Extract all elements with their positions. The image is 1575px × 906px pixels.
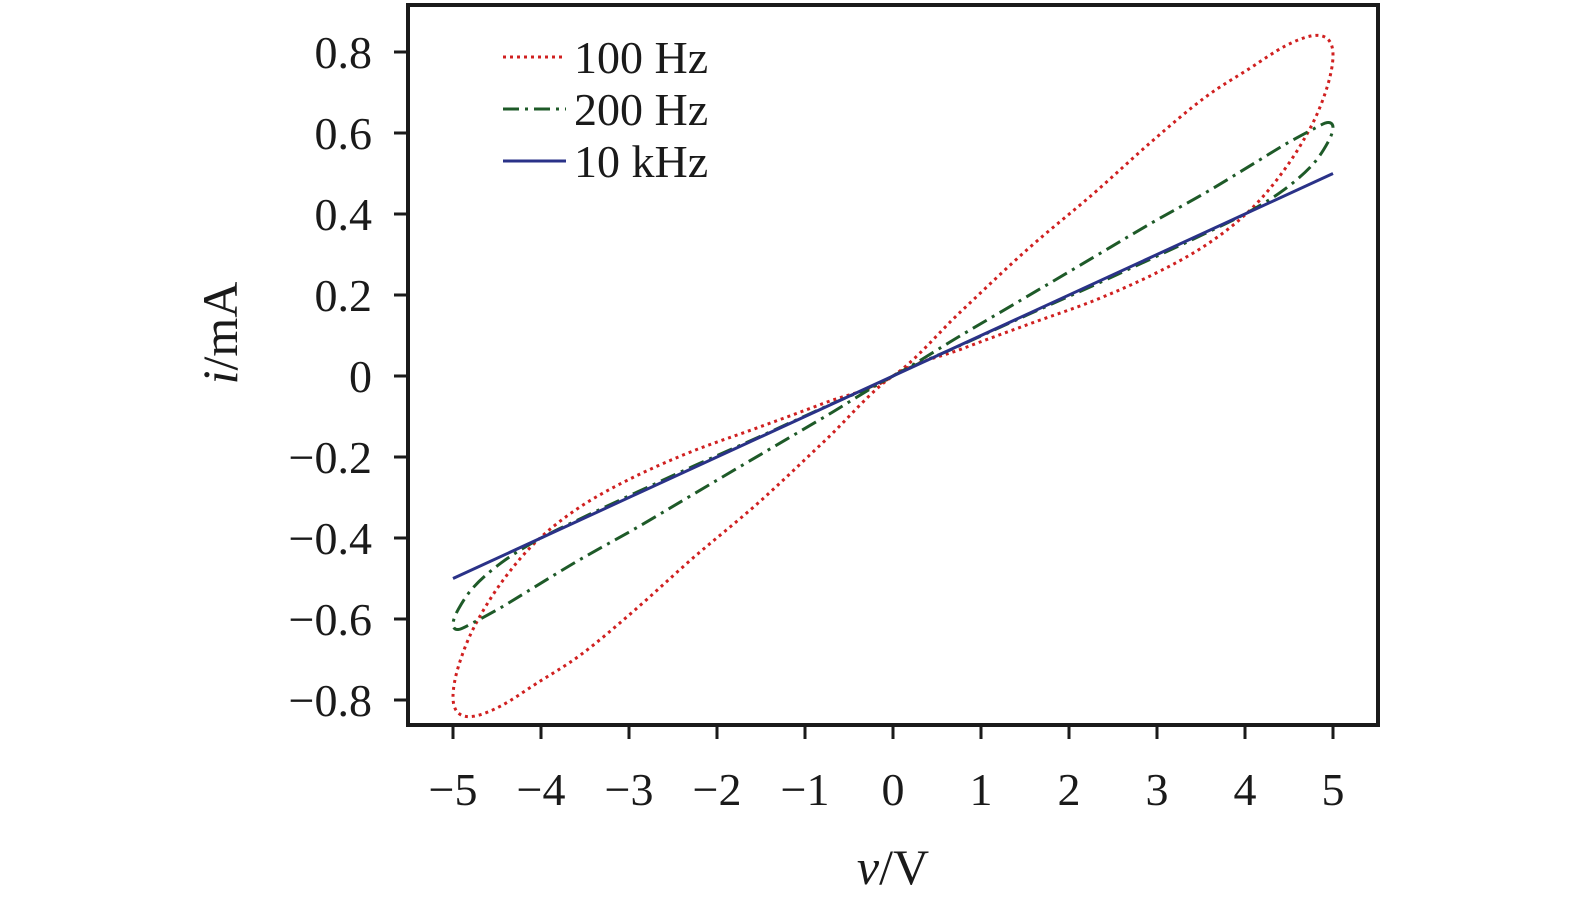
- x-tick-label: 4: [1234, 764, 1257, 815]
- y-tick-label: 0.8: [315, 27, 373, 78]
- y-tick-label: −0.6: [289, 594, 372, 645]
- legend-label: 100 Hz: [574, 32, 708, 83]
- y-tick-label: −0.4: [289, 513, 372, 564]
- x-tick-label: −2: [693, 764, 742, 815]
- y-axis-ticks: 0.8 0.6 0.4 0.2 0 −0.2 −0.4 −0.6 −0.8: [289, 27, 408, 726]
- x-tick-label: −1: [781, 764, 830, 815]
- y-tick-label: 0: [349, 351, 372, 402]
- series-curves: [451, 33, 1335, 719]
- y-axis-label: i/mA: [192, 282, 248, 385]
- x-tick-label: 1: [970, 764, 993, 815]
- x-axis-ticks: −5 −4 −3 −2 −1 0 1 2 3 4 5: [429, 725, 1345, 815]
- plot-frame: [406, 3, 1380, 727]
- y-tick-label: 0.2: [315, 270, 373, 321]
- x-tick-label: −3: [605, 764, 654, 815]
- y-tick-label: −0.8: [289, 675, 372, 726]
- x-axis-label: v/V: [857, 839, 929, 895]
- x-tick-label: −4: [517, 764, 566, 815]
- legend-label: 200 Hz: [574, 84, 708, 135]
- y-tick-label: −0.2: [289, 432, 372, 483]
- x-tick-label: 3: [1146, 764, 1169, 815]
- series-line-2: [452, 172, 1334, 580]
- legend-label: 10 kHz: [574, 136, 708, 187]
- y-tick-label: 0.6: [315, 108, 373, 159]
- x-tick-label: 5: [1322, 764, 1345, 815]
- x-tick-label: 0: [882, 764, 905, 815]
- x-tick-label: −5: [429, 764, 478, 815]
- x-tick-label: 2: [1058, 764, 1081, 815]
- y-tick-label: 0.4: [315, 189, 373, 240]
